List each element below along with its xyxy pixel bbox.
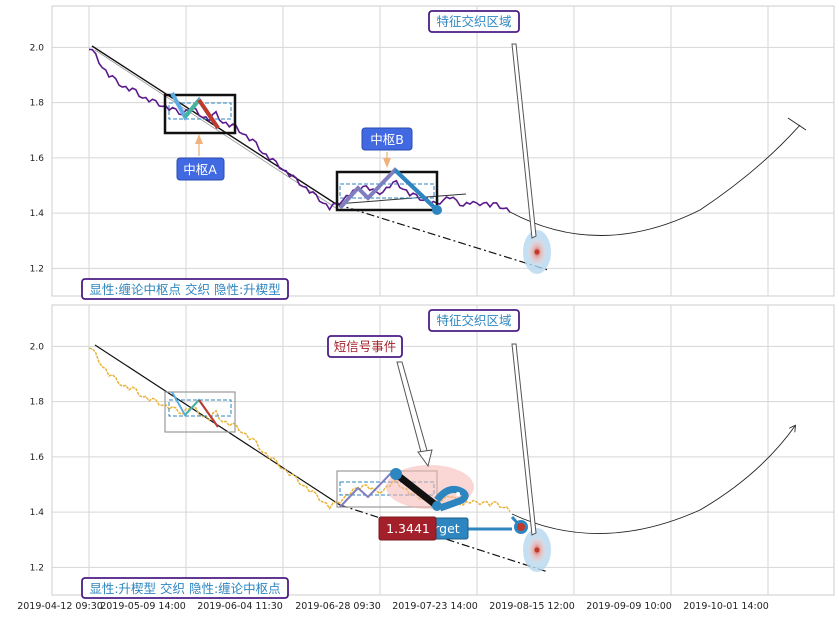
x-tick-label: 2019-05-09 14:00 <box>100 601 186 612</box>
pivot-a-wave-2 <box>183 98 201 119</box>
x-tick-label: 2019-10-01 14:00 <box>683 601 769 612</box>
top-projection-arc <box>509 124 801 236</box>
bottom-pivot-b-inner <box>339 481 435 496</box>
bottom-caption-text: 显性:升楔型 交织 隐性:缠论中枢点 <box>89 581 280 596</box>
bottom-caption: 显性:升楔型 交织 隐性:缠论中枢点 <box>81 577 289 599</box>
bottom-pivot-b-wave <box>339 468 396 508</box>
bottom-pivot-a-wave-3 <box>198 399 219 428</box>
pivot-b-wave-2 <box>393 168 439 212</box>
top-target-dot <box>534 249 540 255</box>
x-tick-label: 2019-04-12 09:30 <box>17 601 103 612</box>
pivot-a-label-text: 中枢A <box>183 162 217 177</box>
bottom-pivot-a-box <box>164 391 236 433</box>
x-tick-label: 2019-07-23 14:00 <box>392 601 478 612</box>
pivot-b-label-text: 中枢B <box>370 132 404 147</box>
target-ring-core <box>517 523 525 531</box>
top-projection-tip <box>787 117 807 131</box>
bottom-y-axis: 1.2 1.4 1.6 1.8 2.0 <box>30 342 45 573</box>
price-badge-text: 1.3441 <box>386 521 430 536</box>
y-tick-label: 1.4 <box>30 508 45 518</box>
y-tick-label: 2.0 <box>30 43 45 53</box>
top-y-axis: 1.2 1.4 1.6 1.8 2.0 <box>30 43 45 274</box>
y-tick-label: 1.8 <box>30 99 45 109</box>
y-tick-label: 1.4 <box>30 209 45 219</box>
y-tick-label: 2.0 <box>30 342 45 352</box>
pivot-b-label: 中枢B <box>361 127 413 168</box>
top-wedge-top <box>335 193 467 205</box>
price-badge: 1.3441 <box>378 516 437 541</box>
y-tick-label: 1.6 <box>30 154 45 164</box>
top-trend-line-shadow <box>94 49 337 209</box>
signal-glow <box>386 465 474 509</box>
x-tick-label: 2019-06-04 11:30 <box>197 601 283 612</box>
signal-end-dot <box>432 501 442 511</box>
bottom-zone-arrow <box>511 343 537 536</box>
signal-hook <box>434 486 469 512</box>
top-trend-line-2 <box>335 203 549 271</box>
pivot-b-box <box>335 170 439 212</box>
y-tick-label: 1.8 <box>30 398 45 408</box>
top-caption-text: 显性:缠论中枢点 交织 隐性:升楔型 <box>89 282 280 297</box>
signal-stroke <box>393 471 440 509</box>
x-tick-label: 2019-09-09 10:00 <box>586 601 672 612</box>
pivot-a-wave-3 <box>197 98 220 130</box>
signal-label-text: 短信号事件 <box>334 339 397 354</box>
bottom-plot-frame <box>51 304 835 596</box>
top-zone-label: 特征交织区域 <box>428 10 520 33</box>
bottom-trend-line-2 <box>339 504 549 573</box>
top-price-series <box>88 48 511 213</box>
pivot-a-label: 中枢A <box>176 134 225 181</box>
top-zone-label-text: 特征交织区域 <box>436 14 511 29</box>
bottom-zone-label: 特征交织区域 <box>428 309 520 332</box>
bottom-pivot-a-wave-2 <box>184 399 200 416</box>
y-tick-label: 1.2 <box>30 563 44 573</box>
pivot-a-box <box>163 93 237 135</box>
top-plot-frame <box>51 5 835 297</box>
y-tick-label: 1.6 <box>30 453 45 463</box>
bottom-target-dot <box>534 547 540 553</box>
target-badge-text: rget <box>434 521 460 536</box>
top-panel: 1.2 1.4 1.6 1.8 2.0 特征交织区域 <box>30 5 835 300</box>
signal-start-dot <box>390 468 402 480</box>
signal-label: 短信号事件 <box>327 335 403 358</box>
x-tick-label: 2019-06-28 09:30 <box>295 601 381 612</box>
y-tick-label: 1.2 <box>30 264 44 274</box>
x-tick-label: 2019-08-15 12:00 <box>489 601 575 612</box>
top-zone-arrow <box>511 43 537 239</box>
bottom-zone-label-text: 特征交织区域 <box>436 313 511 328</box>
bottom-panel: 1.2 1.4 1.6 1.8 2.0 2019-04-12 09:302019-05-… <box>17 304 835 612</box>
bottom-projection-arc <box>511 426 795 534</box>
pivot-b-end-dot <box>432 205 442 215</box>
signal-arrow-head <box>417 449 433 468</box>
top-caption: 显性:缠论中枢点 交织 隐性:升楔型 <box>81 278 289 300</box>
signal-hook-dot <box>456 492 460 496</box>
